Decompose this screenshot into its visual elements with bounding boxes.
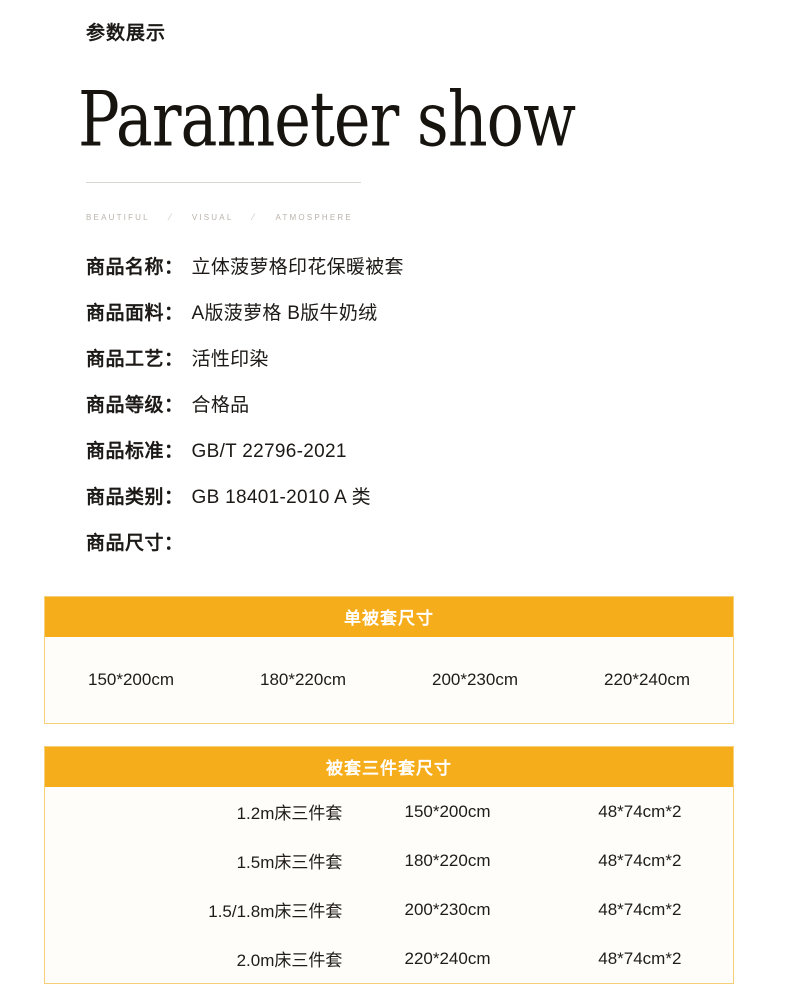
keyword-beautiful: BEAUTIFUL xyxy=(86,212,150,222)
table-cell-duvet-size: 220*240cm xyxy=(404,948,491,968)
table-title: 单被套尺寸 xyxy=(45,597,733,637)
table-cell-pillow-size: 48*74cm*2 xyxy=(598,948,682,968)
spec-row: 商品工艺： 活性印染 xyxy=(86,344,726,390)
table-cell-bed-size: 1.5m床三件套 xyxy=(236,853,343,872)
spec-label: 商品名称： xyxy=(86,257,184,278)
spec-value: 合格品 xyxy=(191,395,250,416)
table-cell-pillow-size: 48*74cm*2 xyxy=(598,801,682,821)
spec-row: 商品面料： A版菠萝格 B版牛奶绒 xyxy=(86,298,726,344)
spec-list: 商品名称： 立体菠萝格印花保暖被套 商品面料： A版菠萝格 B版牛奶绒 商品工艺… xyxy=(86,252,726,574)
slash-separator-1: / xyxy=(166,212,175,222)
table-cell: 220*240cm xyxy=(603,670,690,689)
page-title: Parameter show xyxy=(78,74,576,164)
table-cell-duvet-size: 180*220cm xyxy=(404,850,491,870)
single-duvet-size-table: 单被套尺寸 150*200cm 180*220cm 200*230cm 220*… xyxy=(44,596,734,724)
table-row: 1.5m床三件套 180*220cm 48*74cm*2 xyxy=(45,836,733,885)
spec-label: 商品类别： xyxy=(86,487,184,508)
table-cell: 200*230cm xyxy=(431,670,518,689)
spec-row: 商品等级： 合格品 xyxy=(86,390,726,436)
title-divider xyxy=(86,182,361,183)
keyword-visual: VISUAL xyxy=(191,212,234,222)
table-cell: 180*220cm xyxy=(259,670,346,689)
table-row: 150*200cm 180*220cm 200*230cm 220*240cm xyxy=(45,637,733,723)
spec-row: 商品标准： GB/T 22796-2021 xyxy=(86,436,726,482)
table-row: 1.2m床三件套 150*200cm 48*74cm*2 xyxy=(45,787,733,836)
spec-value: A版菠萝格 B版牛奶绒 xyxy=(191,303,378,324)
keyword-atmosphere: ATMOSPHERE xyxy=(275,212,353,222)
table-cell-bed-size: 1.5/1.8m床三件套 xyxy=(208,902,343,921)
table-body: 150*200cm 180*220cm 200*230cm 220*240cm xyxy=(45,637,733,723)
table-cell: 150*200cm xyxy=(87,670,174,689)
table-cell-bed-size: 2.0m床三件套 xyxy=(236,951,343,970)
slash-separator-2: / xyxy=(250,212,259,222)
spec-value: GB/T 22796-2021 xyxy=(191,441,347,462)
spec-value: 活性印染 xyxy=(191,349,269,370)
subtitle-keywords: BEAUTIFUL / VISUAL / ATMOSPHERE xyxy=(80,212,359,222)
table-row: 2.0m床三件套 220*240cm 48*74cm*2 xyxy=(45,934,733,983)
spec-label: 商品等级： xyxy=(86,395,184,416)
table-title: 被套三件套尺寸 xyxy=(45,747,733,787)
spec-label: 商品标准： xyxy=(86,441,184,462)
table-cell-bed-size: 1.2m床三件套 xyxy=(236,804,343,823)
spec-value: GB 18401-2010 A 类 xyxy=(191,487,371,508)
table-cell-pillow-size: 48*74cm*2 xyxy=(598,850,682,870)
spec-label: 商品尺寸： xyxy=(86,533,184,554)
three-piece-set-size-table: 被套三件套尺寸 1.2m床三件套 150*200cm 48*74cm*2 1.5… xyxy=(44,746,734,984)
table-body: 1.2m床三件套 150*200cm 48*74cm*2 1.5m床三件套 18… xyxy=(45,787,733,983)
spec-label: 商品工艺： xyxy=(86,349,184,370)
spec-row: 商品名称： 立体菠萝格印花保暖被套 xyxy=(86,252,726,298)
spec-row: 商品尺寸： xyxy=(86,528,726,574)
spec-label: 商品面料： xyxy=(86,303,184,324)
table-cell-duvet-size: 150*200cm xyxy=(404,801,491,821)
table-row: 1.5/1.8m床三件套 200*230cm 48*74cm*2 xyxy=(45,885,733,934)
table-cell-pillow-size: 48*74cm*2 xyxy=(598,899,682,919)
table-cell-duvet-size: 200*230cm xyxy=(404,899,491,919)
spec-row: 商品类别： GB 18401-2010 A 类 xyxy=(86,482,726,528)
spec-value: 立体菠萝格印花保暖被套 xyxy=(191,257,404,278)
page-kicker: 参数展示 xyxy=(86,23,167,44)
